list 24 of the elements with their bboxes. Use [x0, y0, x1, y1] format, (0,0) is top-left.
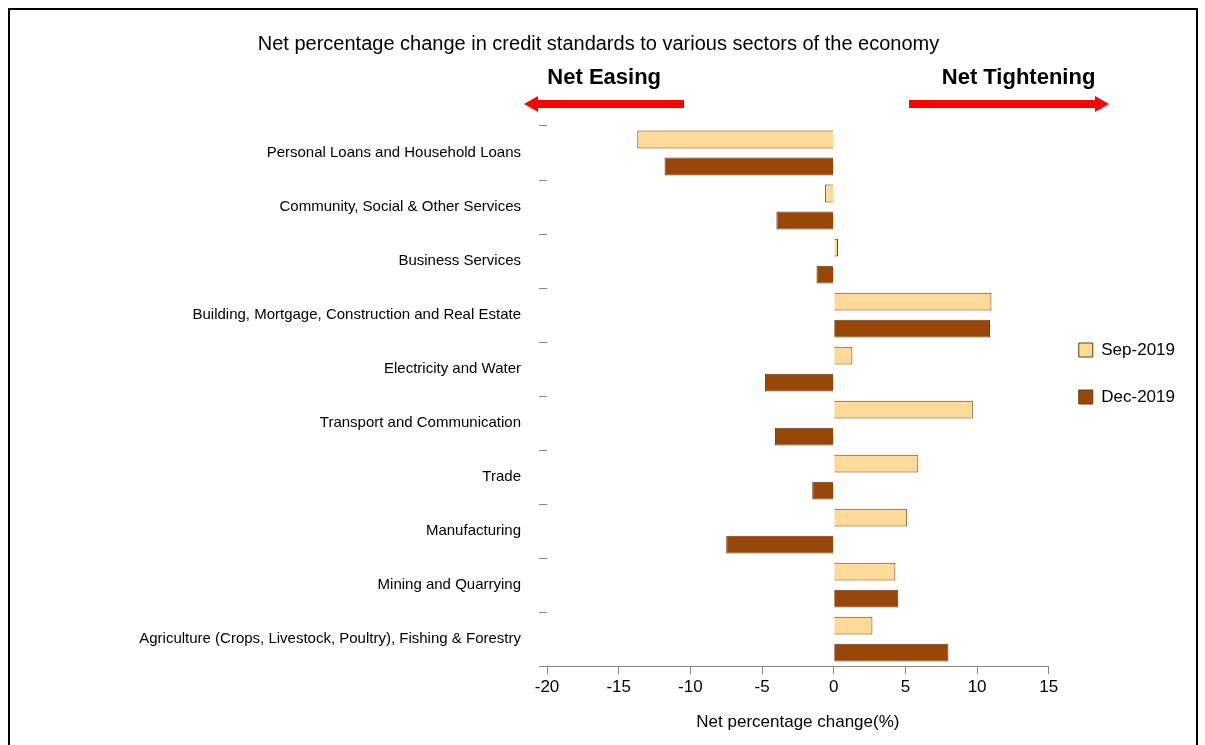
- x-tick-label: -5: [754, 677, 770, 697]
- y-tick-label: Agriculture (Crops, Livestock, Poultry), Fishing & Forestry: [139, 629, 522, 647]
- y-tick-label: Manufacturing: [425, 521, 521, 539]
- y-tick-label: Trade: [482, 467, 521, 485]
- x-axis-title: Net percentage change(%): [696, 712, 900, 732]
- x-tick-label: -15: [606, 677, 631, 697]
- y-tick-label: Business Services: [398, 251, 521, 269]
- text: Net Easing: [547, 64, 662, 90]
- y-tick-label: Personal Loans and Household Loans: [266, 143, 521, 161]
- y-tick-label: Building, Mortgage, Construction and Real Estate: [192, 305, 521, 323]
- y-tick-label: Electricity and Water: [384, 359, 521, 377]
- legend-label: Dec-2019: [1101, 386, 1175, 406]
- x-tick-label: 0: [828, 677, 839, 697]
- y-tick-label: Mining and Quarrying: [377, 575, 521, 593]
- x-tick-label: 10: [967, 677, 987, 697]
- x-tick-label: -20: [534, 677, 560, 697]
- x-tick-label: 15: [1039, 677, 1059, 697]
- legend-label: Sep-2019: [1101, 339, 1176, 359]
- y-tick-label: Community, Social & Other Services: [279, 197, 521, 215]
- text: Net Tightening: [941, 64, 1096, 90]
- x-tick-label: 5: [900, 677, 911, 697]
- chart-title: Net percentage change in credit standards to various sectors of the economy: [257, 31, 940, 54]
- y-tick-label: Transport and Communication: [319, 413, 521, 431]
- x-tick-label: -10: [678, 677, 703, 697]
